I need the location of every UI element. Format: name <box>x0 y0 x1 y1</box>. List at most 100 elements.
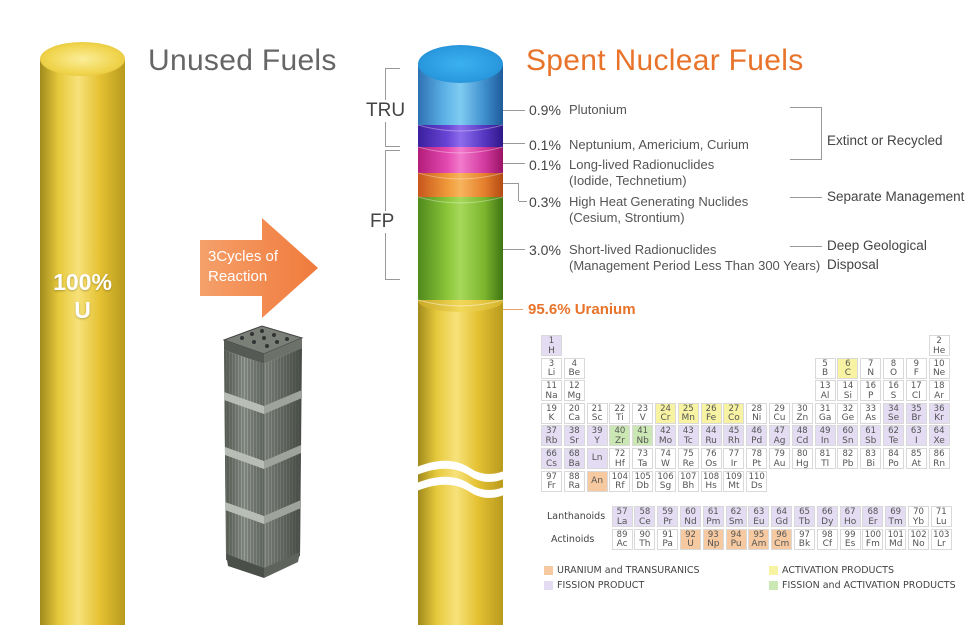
element-number: 5 <box>822 358 828 369</box>
element-cell: 10 Ne <box>928 357 950 379</box>
element-number: 72 <box>614 449 626 459</box>
element-number: 60 <box>842 426 854 437</box>
element-cell: 90 Th <box>634 528 656 550</box>
element-number: 71 <box>935 507 947 517</box>
element-number: 104 <box>611 471 628 482</box>
element-number: 108 <box>702 471 720 482</box>
element-number: 88 <box>568 471 580 482</box>
element-number: 28 <box>751 403 763 414</box>
element-symbol: Cr <box>660 413 671 424</box>
element-symbol: Hf <box>614 458 625 469</box>
element-number: 7 <box>867 358 874 369</box>
long-lived-percent: 0.1% <box>529 157 561 173</box>
element-symbol: An <box>591 475 604 486</box>
column-break-wave <box>410 460 515 498</box>
element-symbol: Ba <box>568 458 581 469</box>
element-number: 82 <box>842 449 854 459</box>
element-number: 10 <box>933 358 945 369</box>
spent-fuel-cylinder-top <box>418 45 503 83</box>
element-number: 86 <box>933 449 945 459</box>
element-cell: 83 Bi <box>860 448 882 469</box>
legend-swatch <box>544 566 553 575</box>
element-cell: 37 Rb <box>541 425 562 447</box>
element-symbol: Ti <box>616 413 624 424</box>
element-cell: 11 Na <box>541 380 562 402</box>
element-symbol: Tl <box>821 458 830 469</box>
element-symbol: Na <box>545 390 558 401</box>
element-cell: 60 Nd <box>680 506 701 527</box>
element-number: 3 <box>548 358 555 369</box>
element-cell: 93 Np <box>702 528 724 550</box>
deep-disposal-label: Deep Geological Disposal <box>827 236 927 274</box>
element-cell: 45 Rh <box>723 425 745 447</box>
element-symbol: P <box>867 390 874 401</box>
high-heat-percent: 0.3% <box>529 194 561 210</box>
element-cell: 42 Mo <box>655 425 676 447</box>
element-symbol: Mn <box>681 413 696 424</box>
short-lived-segment <box>418 197 503 300</box>
element-number: 6 <box>845 358 851 369</box>
element-cell: 64 Gd <box>771 506 793 527</box>
element-cell: 34 Se <box>883 402 904 424</box>
plutonium-percent: 0.9% <box>529 102 561 118</box>
element-symbol: Yb <box>912 516 925 527</box>
element-number: 61 <box>707 507 719 517</box>
element-number: 48 <box>796 426 808 437</box>
element-symbol: La <box>616 516 628 527</box>
element-cell: 88 Ra <box>563 470 585 492</box>
element-cell: 82 Pb <box>837 448 859 469</box>
element-cell: 68 Ba <box>563 448 585 469</box>
element-symbol: F <box>913 368 919 379</box>
element-symbol: Y <box>594 435 600 446</box>
extinct-recycled-label: Extinct or Recycled <box>827 133 943 148</box>
element-cell: 48 Cd <box>791 425 813 447</box>
element-number: 68 <box>568 449 580 459</box>
element-cell: 36 Kr <box>928 402 950 424</box>
element-number: 36 <box>933 403 945 414</box>
element-cell: 98 Cf <box>816 528 838 550</box>
high-heat-leader <box>503 183 519 201</box>
element-symbol: V <box>639 413 646 424</box>
element-number: 29 <box>774 403 785 414</box>
element-cell: 20 Ca <box>563 402 585 424</box>
element-number: 13 <box>819 381 831 392</box>
high-heat-desc-line2: (Cesium, Strontium) <box>569 210 685 225</box>
element-cell: 28 Ni <box>746 402 768 424</box>
element-cell: 77 Ir <box>723 448 745 469</box>
element-symbol: B <box>822 368 829 379</box>
element-symbol: Er <box>868 516 878 527</box>
element-cell: 96 Cm <box>771 528 793 550</box>
element-cell: 72 Hf <box>609 448 631 469</box>
element-cell: 103 Lr <box>930 528 952 550</box>
element-number: 69 <box>890 507 902 517</box>
element-cell: 24 Cr <box>655 402 676 424</box>
element-cell: 66 Dy <box>816 506 838 527</box>
element-cell: 108 Hs <box>700 470 722 492</box>
element-symbol: Li <box>547 368 556 379</box>
element-cell: 64 Xe <box>928 425 950 447</box>
element-cell: 92 U <box>680 528 701 550</box>
element-number: 66 <box>821 507 833 517</box>
element-symbol: Zr <box>614 435 625 446</box>
element-symbol: Te <box>888 435 899 446</box>
element-number: 37 <box>546 426 557 437</box>
element-symbol: Sr <box>569 435 579 446</box>
deep-disposal-line2: Disposal <box>827 257 879 272</box>
element-symbol: Mo <box>658 435 673 446</box>
element-number: 95 <box>753 529 765 540</box>
element-cell: 102 No <box>908 528 929 550</box>
element-cell: 107 Bh <box>677 470 699 492</box>
element-symbol: Rh <box>727 435 740 446</box>
element-cell: 44 Ru <box>700 425 722 447</box>
reaction-arrow-line2: Reaction <box>208 268 268 285</box>
element-number: 99 <box>844 529 856 540</box>
element-number: 60 <box>685 507 696 517</box>
element-number: 35 <box>910 403 922 414</box>
element-cell: 69 Tm <box>885 506 907 527</box>
element-number: 65 <box>799 507 810 517</box>
element-number: 74 <box>660 449 671 459</box>
long-lived-segment <box>418 147 503 173</box>
